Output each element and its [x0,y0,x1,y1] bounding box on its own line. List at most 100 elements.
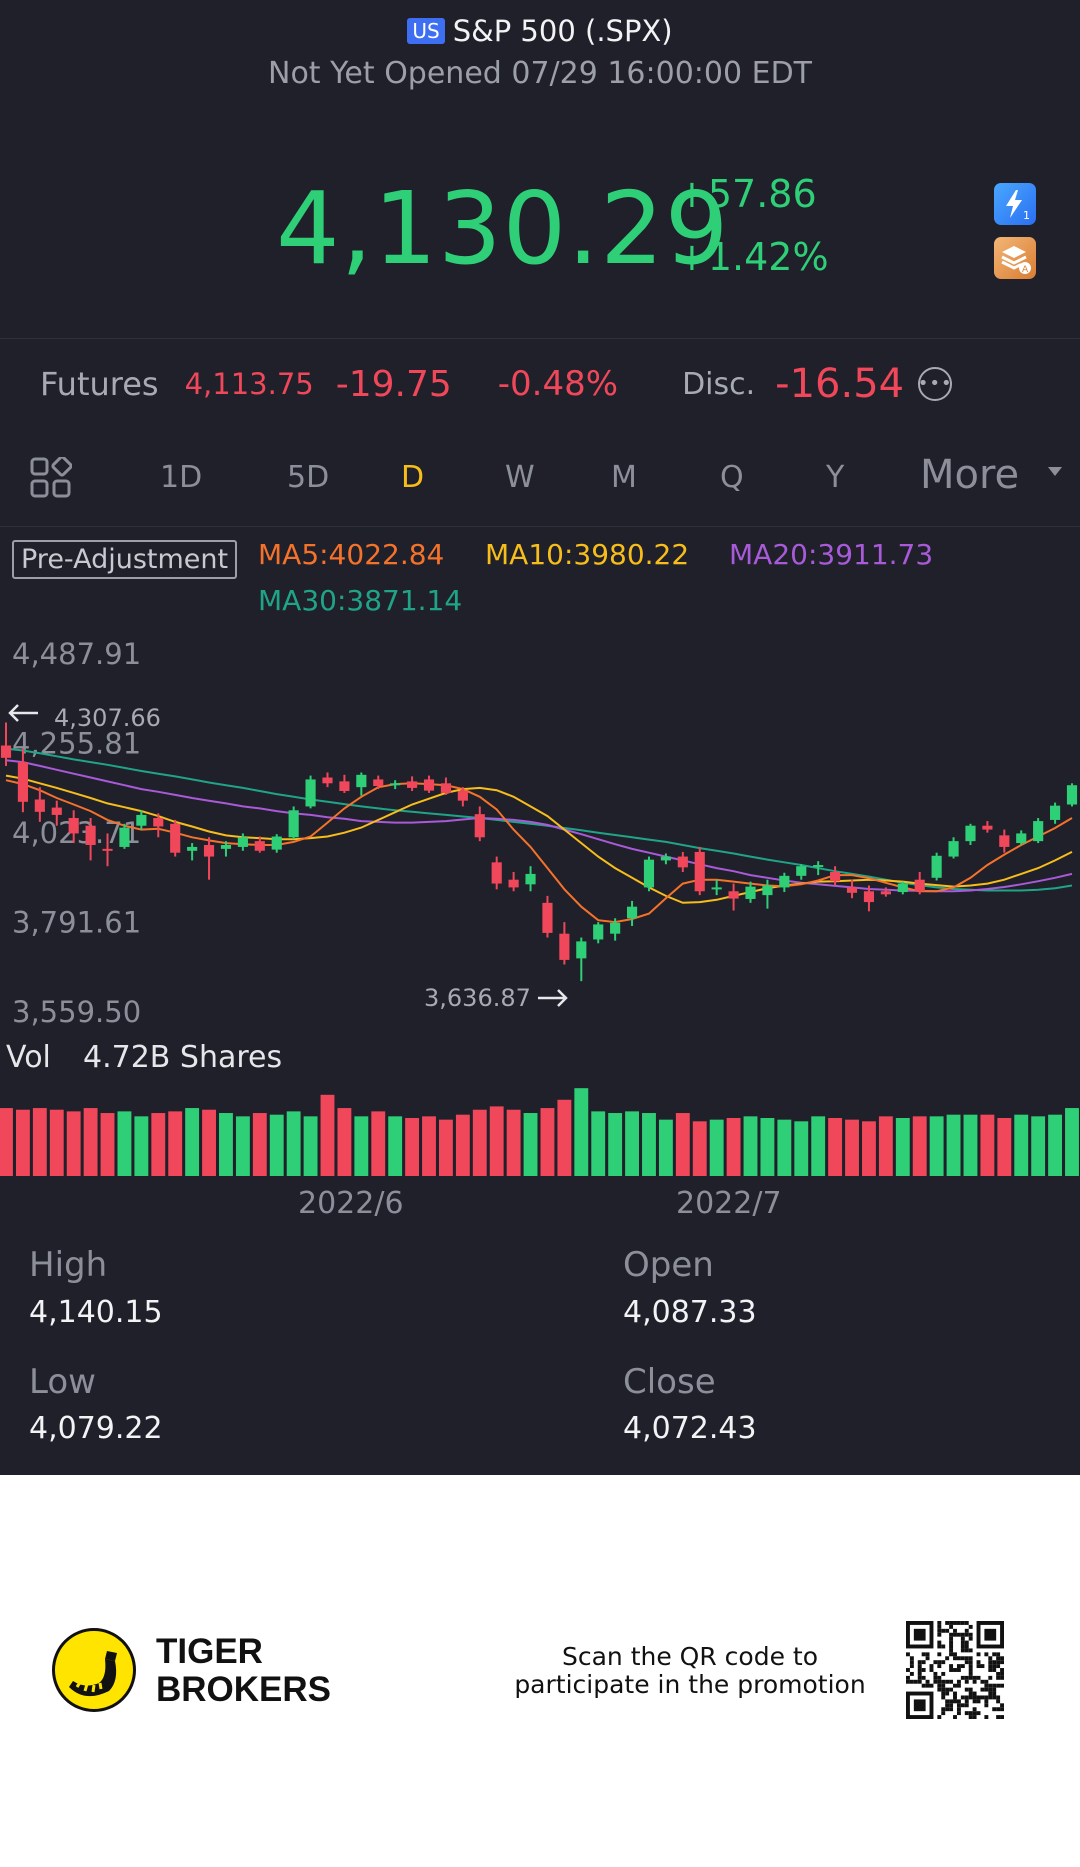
candle-body [119,827,130,847]
qr-module [956,1621,961,1625]
flash-icon[interactable]: 1 [994,183,1036,225]
qr-module [909,1656,914,1661]
volume-bar [625,1111,640,1176]
qr-module [988,1668,993,1672]
volume-label: Vol [6,1040,51,1075]
brand-name: TIGER BROKERS [156,1633,331,1709]
qr-module [988,1695,993,1700]
candle-body [711,887,722,890]
volume-bar [202,1109,216,1176]
qr-module [984,1628,997,1641]
candle-body [254,841,265,851]
qr-module [960,1675,965,1680]
qr-module [945,1628,950,1633]
candle-body [643,859,655,888]
more-options-icon[interactable]: ••• [918,367,953,401]
qr-module [949,1699,954,1704]
qr-module [972,1715,977,1719]
qr-module [980,1664,985,1669]
tab-daily[interactable]: D [401,460,425,495]
qr-module [976,1675,981,1680]
qr-module [1000,1660,1004,1665]
candle-body [68,818,79,834]
candle-body [542,902,553,933]
volume-bar [1031,1116,1046,1176]
qr-module [968,1624,973,1629]
candle-body [305,779,316,807]
low-value: 4,079.22 [29,1411,163,1446]
qr-module [941,1691,946,1696]
qr-module [964,1648,969,1653]
qr-module [933,1660,938,1665]
tab-weekly[interactable]: W [505,460,535,495]
candlestick-chart[interactable]: 4,487.914,255.814,023.713,791.613,559.50… [0,620,1080,1180]
qr-module [984,1695,989,1700]
candle-body [423,779,435,791]
ma-line-ma5 [5,779,1073,924]
tab-more[interactable]: More [920,452,1020,498]
qr-module [906,1679,910,1684]
volume-bar [946,1114,961,1176]
high-marker-label: 4,307.66 [54,704,161,732]
qr-module [960,1664,965,1669]
qr-module [972,1691,977,1696]
qr-module [992,1664,997,1669]
layers-icon[interactable]: A [994,237,1036,279]
qr-module [996,1664,1001,1669]
candle-body [745,886,756,899]
volume-bar [523,1113,538,1176]
qr-module [921,1652,926,1657]
qr-module [960,1695,965,1700]
qr-module [933,1675,938,1680]
volume-bar [185,1108,200,1176]
volume-bar [15,1109,30,1176]
volume-bar [49,1109,64,1176]
qr-module [913,1679,918,1684]
qr-module [992,1695,997,1700]
volume-bar [83,1108,98,1176]
qr-module [953,1715,957,1719]
qr-module [972,1699,977,1704]
caret-down-icon[interactable] [1048,467,1062,476]
qr-module [949,1632,954,1637]
qr-module [949,1648,954,1653]
qr-module [996,1675,1001,1680]
qr-module [964,1679,969,1684]
qr-module [992,1652,997,1657]
candle-body [948,841,959,857]
tab-quarterly[interactable]: Q [720,460,744,495]
qr-module [937,1687,942,1692]
qr-module [964,1711,969,1716]
qr-module [968,1675,973,1680]
candle-body [0,745,12,758]
market-status: Not Yet Opened 07/29 16:00:00 EDT [268,56,812,91]
qr-module [976,1699,981,1704]
qr-module [906,1675,910,1680]
qr-module [937,1652,942,1657]
qr-module [960,1636,965,1641]
futures-price: 4,113.75 [184,367,314,401]
qr-module [925,1683,930,1688]
candle-body [999,835,1010,847]
volume-bar [32,1108,47,1176]
futures-row: Futures 4,113.75 -19.75 -0.48% Disc. -16… [40,360,953,408]
tab-1d[interactable]: 1D [160,460,203,495]
volume-bar [828,1118,843,1176]
tab-monthly[interactable]: M [611,460,637,495]
qr-module [996,1715,1001,1719]
qr-module [984,1687,989,1692]
qr-code[interactable] [906,1621,1004,1719]
qr-module [941,1683,946,1688]
volume-bar [151,1113,166,1176]
qr-module [956,1668,961,1672]
promo-line-1: Scan the QR code to [561,1642,819,1671]
qr-module [968,1695,973,1700]
adjustment-toggle[interactable]: Pre-Adjustment [12,540,238,579]
layout-grid-icon[interactable] [30,457,72,499]
qr-module [945,1679,950,1684]
qr-module [964,1621,969,1625]
tab-5d[interactable]: 5D [287,460,330,495]
candle-body [356,774,367,788]
tab-yearly[interactable]: Y [826,460,845,495]
volume-bar [912,1116,927,1176]
